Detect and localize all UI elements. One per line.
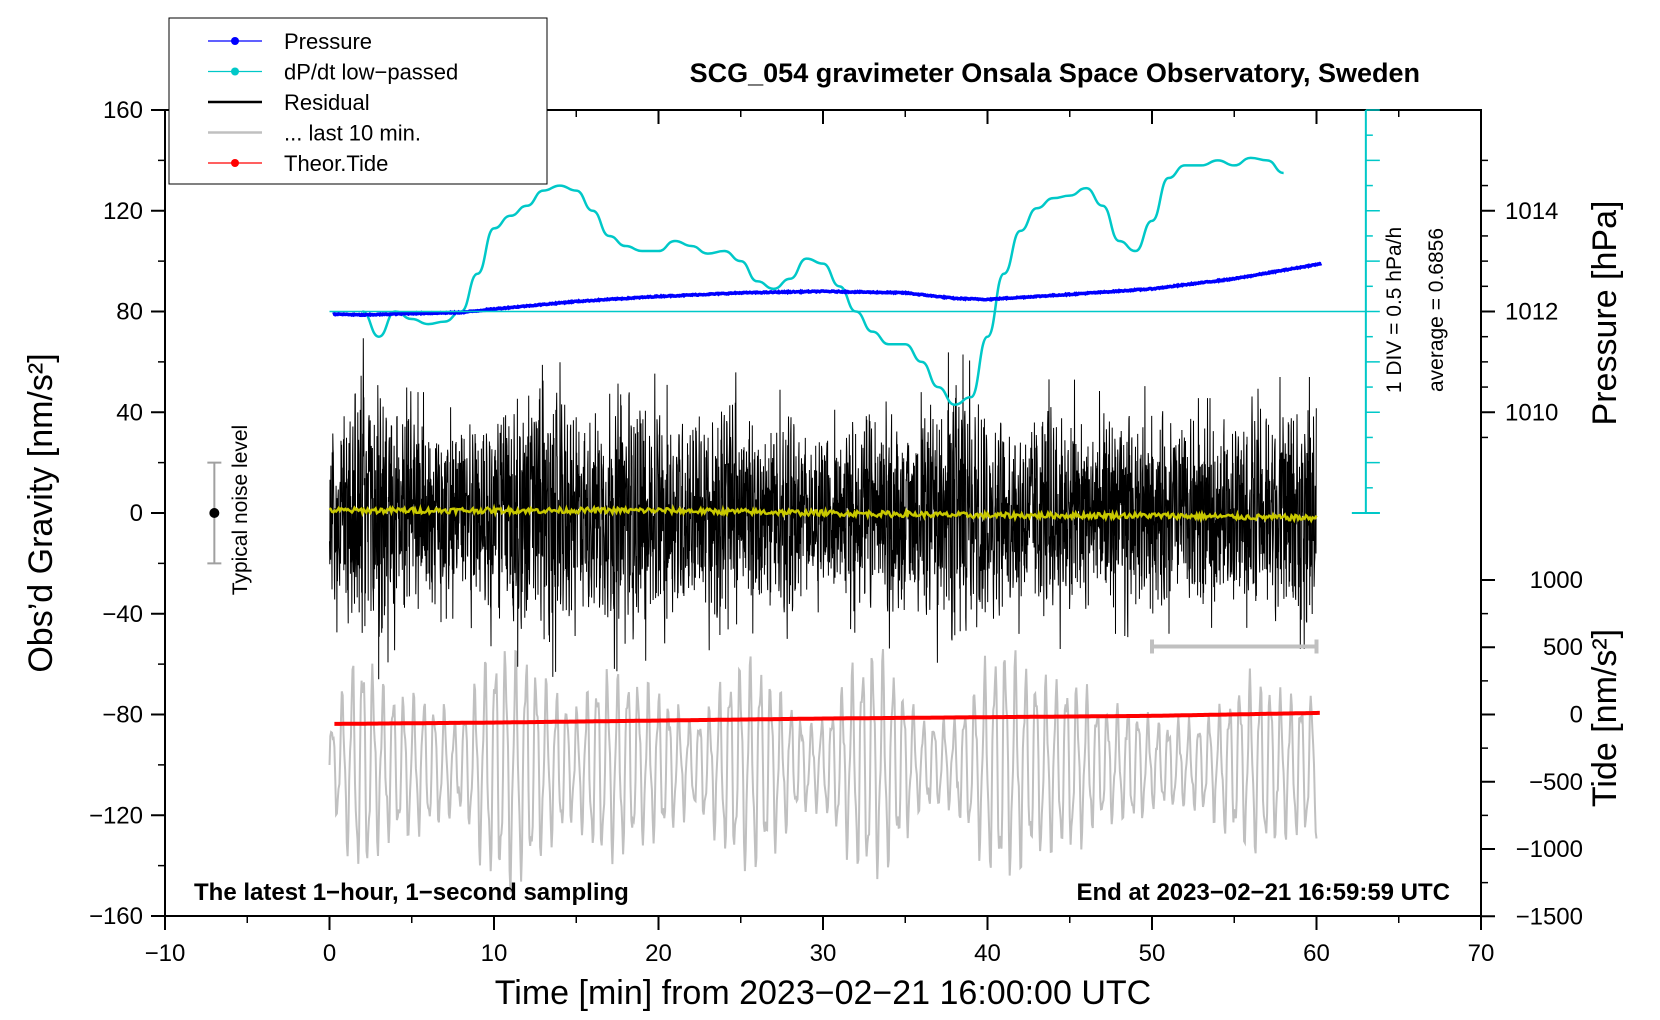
legend-swatch-marker bbox=[231, 67, 239, 76]
x-tick-label: 20 bbox=[645, 940, 672, 967]
chart-title: SCG_054 gravimeter Onsala Space Observat… bbox=[690, 58, 1420, 88]
series-layer bbox=[328, 156, 1323, 893]
pressure-tick-label: 1014 bbox=[1505, 198, 1558, 225]
tide-ticks: 1000 500 0 −500 −1000 −1500 bbox=[1481, 567, 1583, 930]
y-axis-title-pressure: Pressure [hPa] bbox=[1586, 201, 1624, 426]
last10-trace bbox=[328, 649, 1318, 893]
x-tick-label: 70 bbox=[1468, 940, 1495, 967]
tide-tick-label: 1000 bbox=[1530, 567, 1583, 594]
pressure-tick-label: 1012 bbox=[1505, 299, 1558, 326]
tide-tick-label: −500 bbox=[1529, 769, 1583, 796]
legend-label: ... last 10 min. bbox=[284, 121, 421, 146]
tide-tick-label: −1000 bbox=[1516, 836, 1583, 863]
y-tick-label: 120 bbox=[103, 198, 143, 225]
y-tick-label: −80 bbox=[102, 702, 143, 729]
y-ticks: 160 120 80 40 0 −40 −80 −120 −160 bbox=[89, 97, 165, 930]
y-axis-title-left: Obs’d Gravity [nm/s²] bbox=[22, 353, 60, 672]
tide-trace bbox=[334, 710, 1320, 726]
tide-tick-label: −1500 bbox=[1516, 903, 1583, 930]
pressure-tick-label: 1010 bbox=[1505, 399, 1558, 426]
noise-bar-center bbox=[209, 508, 220, 518]
x-tick-label: 50 bbox=[1139, 940, 1166, 967]
y-tick-label: −40 bbox=[102, 601, 143, 628]
residual-mean-trace bbox=[328, 503, 1318, 524]
legend-label: Residual bbox=[284, 90, 370, 115]
dpdt-average-label: average = 0.6856 bbox=[1425, 228, 1448, 392]
legend-label: Pressure bbox=[284, 29, 372, 54]
pressure-trace bbox=[332, 261, 1323, 318]
y-tick-label: 0 bbox=[130, 500, 143, 527]
annotations bbox=[207, 109, 1380, 654]
y-tick-label: 80 bbox=[116, 299, 143, 326]
y-tick-label: 160 bbox=[103, 97, 143, 124]
dpdt-scale-label: 1 DIV = 0.5 hPa/h bbox=[1383, 227, 1406, 393]
footer-right: End at 2023−02−21 16:59:59 UTC bbox=[1076, 879, 1450, 906]
legend-box bbox=[168, 17, 548, 185]
y-tick-label: 40 bbox=[116, 399, 143, 426]
y-axis-title-tide: Tide [nm/s²] bbox=[1586, 629, 1624, 807]
y-tick-label: −160 bbox=[89, 903, 143, 930]
x-axis-title: Time [min] from 2023−02−21 16:00:00 UTC bbox=[495, 974, 1151, 1012]
legend: Pressure dP/dt low−passed Residual ... last… bbox=[168, 17, 548, 185]
x-tick-label: 10 bbox=[481, 940, 508, 967]
legend-label: dP/dt low−passed bbox=[284, 60, 458, 85]
legend-swatch-marker bbox=[231, 159, 239, 167]
legend-label: Theor.Tide bbox=[284, 151, 388, 176]
pressure-ticks: 1014 1012 1010 bbox=[1481, 159, 1558, 439]
legend-swatch-marker bbox=[231, 37, 239, 45]
noise-level-label: Typical noise level bbox=[229, 425, 252, 595]
tide-tick-label: 0 bbox=[1570, 702, 1583, 729]
x-tick-label: 30 bbox=[810, 940, 837, 967]
residual-trace bbox=[329, 338, 1317, 680]
x-tick-label: 0 bbox=[323, 940, 336, 967]
footer-left: The latest 1−hour, 1−second sampling bbox=[194, 879, 629, 906]
x-tick-label: 60 bbox=[1303, 940, 1330, 967]
x-tick-label: 40 bbox=[974, 940, 1001, 967]
dpdt-trace bbox=[361, 156, 1284, 406]
y-tick-label: −120 bbox=[89, 802, 143, 829]
x-tick-label: −10 bbox=[145, 940, 186, 967]
tide-tick-label: 500 bbox=[1543, 634, 1583, 661]
x-ticks: −10 0 10 20 30 40 50 60 70 bbox=[145, 110, 1495, 967]
